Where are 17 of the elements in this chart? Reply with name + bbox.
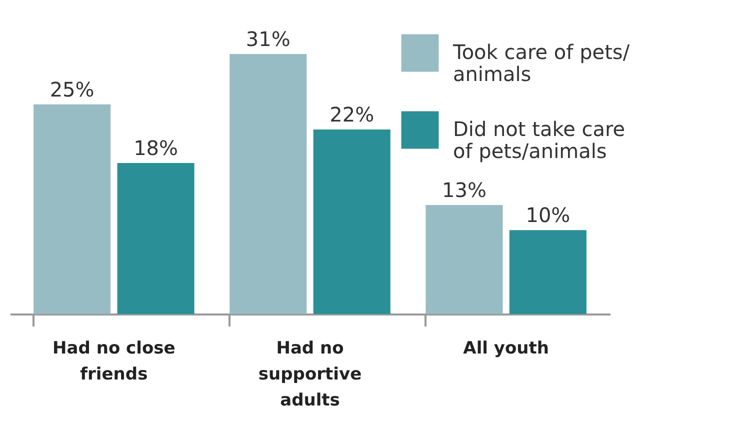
data-label: 22% xyxy=(330,102,374,126)
x-tick-label: Had no close friends xyxy=(52,338,176,384)
data-label: 18% xyxy=(134,136,178,160)
bar xyxy=(509,230,586,314)
x-tick-label: All youth xyxy=(463,338,549,358)
legend-label: Took care of pets/ animals xyxy=(452,40,630,86)
bar xyxy=(117,163,194,314)
data-label: 31% xyxy=(246,27,290,51)
data-label: 10% xyxy=(526,203,570,228)
data-label: 13% xyxy=(442,178,486,202)
bar xyxy=(426,204,503,314)
x-tick-label: Had no supportive adults xyxy=(258,338,362,410)
data-label: 25% xyxy=(50,77,94,102)
bar xyxy=(313,129,390,314)
bar xyxy=(34,104,111,314)
legend-label: Did not take care of pets/animals xyxy=(453,117,626,163)
bar xyxy=(230,54,307,314)
